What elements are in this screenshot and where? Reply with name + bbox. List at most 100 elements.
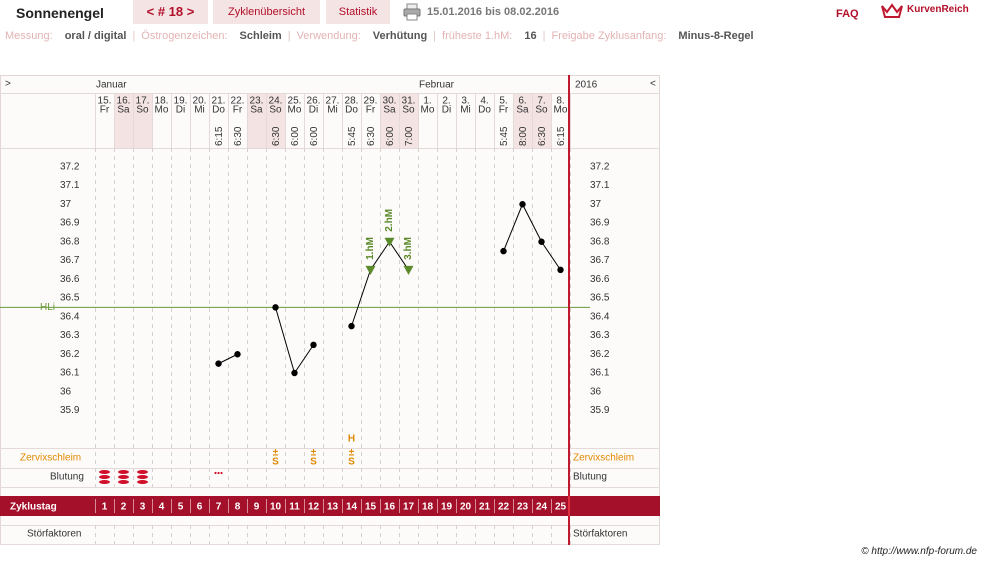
date-label: 2. (442, 96, 450, 107)
date-label: 7. (537, 96, 545, 107)
weekend-shade (114, 93, 133, 148)
x-tick-label: 11 (289, 502, 300, 513)
bleeding-drop (137, 470, 148, 474)
bleeding-drop (137, 480, 148, 484)
temperature-point (519, 201, 526, 208)
y-tick-label: 36.5 (590, 293, 610, 304)
nav-arrow[interactable]: > (5, 79, 11, 90)
row-label: Zyklustag (10, 502, 57, 513)
user-name: Sonnenengel (16, 5, 104, 21)
x-tick-label: 2 (121, 502, 127, 513)
logo-text[interactable]: KurvenReich (907, 4, 969, 15)
weekday-label: Fr (366, 105, 376, 116)
row-label: Störfaktoren (27, 529, 81, 540)
month-label: Februar (419, 80, 455, 91)
hm-marker (384, 237, 395, 247)
date-label: 26. (307, 96, 321, 107)
y-tick-label: 35.9 (60, 405, 80, 416)
weekday-label: Di (442, 105, 451, 116)
x-tick-label: 5 (178, 502, 184, 513)
date-label: 15. (98, 96, 112, 107)
bleeding-drop (99, 470, 110, 474)
weekday-label: Sa (383, 105, 396, 116)
x-tick-label: 17 (403, 502, 415, 513)
weekday-label: Do (478, 105, 491, 116)
y-tick-label: 36.3 (60, 330, 80, 341)
cycle-nav[interactable]: < # 18 > (133, 0, 208, 24)
cervix-sign: ± (349, 448, 355, 459)
date-label: 28. (345, 96, 359, 107)
weekend-shade (380, 93, 399, 148)
x-tick-label: 22 (498, 502, 510, 513)
setting-label: früheste 1.hM: (442, 30, 513, 42)
temperature-point (557, 266, 564, 274)
tab[interactable]: Zyklenübersicht (213, 0, 320, 24)
bleeding-icon (99, 470, 110, 484)
print-icon[interactable] (403, 3, 421, 21)
weekday-label: Mi (327, 105, 338, 116)
setting-label: Freigabe Zyklusanfang: (551, 30, 667, 42)
row-label: Blutung (573, 472, 607, 483)
setting-value: 16 (524, 30, 537, 42)
y-tick-label: 37.2 (60, 161, 80, 172)
weekday-label: So (535, 105, 548, 116)
date-label: 5. (499, 96, 507, 107)
spotting-icon (214, 471, 223, 475)
nav-arrow[interactable]: < (650, 79, 656, 90)
date-label: 21. (212, 96, 226, 107)
separator: | (542, 30, 546, 42)
weekday-label: Sa (117, 105, 130, 116)
y-tick-label: 36.3 (590, 330, 610, 341)
weekend-shade (133, 93, 152, 148)
time-label: 6:00 (290, 126, 301, 146)
weekday-label: Di (176, 105, 185, 116)
x-tick-label: 8 (235, 502, 241, 513)
setting-value: Schleim (239, 30, 282, 42)
x-tick-label: 9 (254, 502, 260, 513)
y-tick-label: 36.1 (60, 368, 80, 379)
tab[interactable]: Statistik (326, 0, 390, 24)
y-tick-label: 36.7 (590, 255, 610, 266)
cervix-symbol: S (272, 457, 279, 468)
date-label: 3. (461, 96, 469, 107)
bleeding-drop (99, 480, 110, 484)
y-tick-label: 36.9 (60, 218, 80, 229)
date-label: 24. (269, 96, 283, 107)
weekend-shade (247, 93, 266, 148)
time-label: 6:30 (366, 126, 377, 146)
weekday-label: So (269, 105, 282, 116)
bleeding-drop (118, 470, 129, 474)
y-tick-label: 36.2 (590, 349, 610, 360)
faq-link[interactable]: FAQ (836, 8, 859, 20)
weekend-shade (266, 93, 285, 148)
cervix-symbol: S (310, 457, 317, 468)
weekday-label: Fr (499, 105, 509, 116)
y-tick-label: 37 (60, 199, 72, 210)
month-label: Januar (96, 80, 127, 91)
x-tick-label: 16 (384, 502, 396, 513)
temperature-point (538, 238, 545, 245)
row-label: Störfaktoren (573, 529, 627, 540)
x-tick-label: 23 (517, 502, 529, 513)
setting-value: Minus-8-Regel (678, 30, 754, 42)
cervix-sign: ± (273, 448, 279, 459)
setting-value: Verhütung (372, 30, 428, 42)
date-label: 27. (326, 96, 340, 107)
footer: © http://www.nfp-forum.de (861, 546, 977, 557)
date-label: 8. (556, 96, 564, 107)
date-label: 22. (231, 96, 245, 107)
weekday-label: So (402, 105, 415, 116)
date-label: 29. (364, 96, 378, 107)
year: 2016 (575, 80, 598, 91)
date-label: 6. (518, 96, 526, 107)
temperature-point (272, 304, 279, 311)
setting-label: Messung: (5, 30, 53, 42)
y-tick-label: 36.4 (590, 311, 610, 322)
x-tick-label: 19 (441, 502, 453, 513)
hm-marker (365, 265, 376, 275)
y-tick-label: 36 (590, 386, 602, 397)
date-label: 4. (480, 96, 488, 107)
y-tick-label: 36.8 (590, 236, 610, 247)
